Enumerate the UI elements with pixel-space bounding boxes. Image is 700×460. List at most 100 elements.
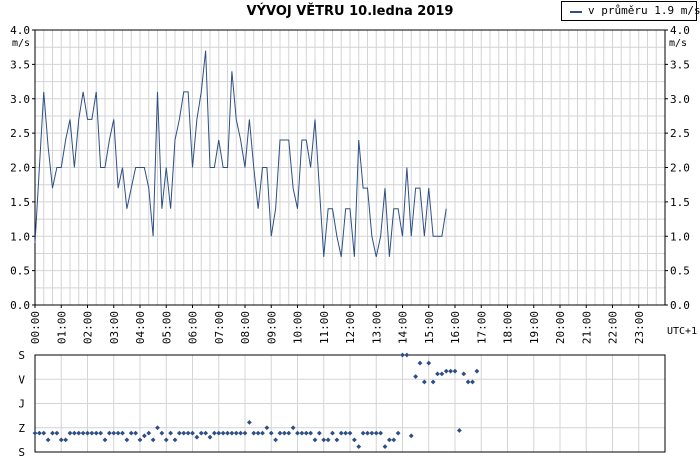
x-tick-label: 15:00 [423, 311, 436, 344]
direction-point [242, 430, 248, 436]
y-tick-label-right: 1.0 [670, 230, 690, 243]
y-tick-label-left: 3.0 [10, 93, 30, 106]
direction-point [273, 437, 279, 443]
direction-point [211, 430, 217, 436]
direction-point [338, 430, 344, 436]
direction-point [470, 379, 475, 385]
direction-point [50, 430, 55, 436]
direction-point [89, 430, 95, 436]
direction-point [220, 430, 226, 436]
direction-tick-label: S [18, 349, 25, 362]
direction-point [124, 437, 130, 443]
x-tick-label: 17:00 [475, 311, 488, 344]
direction-point [448, 368, 454, 374]
x-tick-label: 14:00 [397, 311, 410, 344]
direction-point [255, 430, 261, 436]
direction-point [408, 433, 414, 439]
y-tick-label-right: 2.5 [670, 127, 690, 140]
direction-point [260, 430, 265, 436]
x-tick-label: 19:00 [528, 311, 541, 344]
legend: v průměru 1.9 m/s [561, 1, 700, 21]
y-tick-label-left: 1.5 [10, 196, 30, 209]
x-tick-label: 18:00 [502, 311, 515, 344]
direction-point [41, 430, 47, 436]
direction-point [281, 430, 287, 436]
direction-point [176, 430, 182, 436]
direction-point [404, 352, 410, 358]
direction-point [168, 430, 174, 436]
direction-point [264, 425, 270, 431]
direction-point [303, 430, 309, 436]
direction-point [225, 430, 230, 436]
direction-point [421, 379, 427, 385]
direction-tick-label: V [18, 373, 25, 386]
direction-point [391, 437, 397, 443]
direction-point [268, 430, 274, 436]
direction-tick-label: Z [18, 422, 25, 435]
y-tick-label-right: 4.0 [670, 24, 690, 37]
direction-point [277, 430, 283, 436]
direction-point [435, 371, 440, 377]
x-tick-label: 16:00 [449, 311, 462, 344]
y-tick-label-left: 3.5 [10, 58, 30, 71]
y-unit-left: m/s [12, 38, 31, 49]
direction-point [172, 437, 178, 443]
direction-point [32, 430, 38, 436]
direction-point [120, 430, 125, 436]
direction-point [93, 430, 99, 436]
x-tick-label: 08:00 [239, 311, 252, 344]
direction-point [58, 437, 64, 443]
x-tick-label: 09:00 [265, 311, 278, 344]
direction-point [321, 437, 327, 443]
direction-point [378, 430, 384, 436]
y-tick-label-left: 2.0 [10, 162, 30, 175]
y-tick-label-left: 0.5 [10, 265, 30, 278]
direction-point [190, 430, 195, 436]
direction-point [465, 379, 471, 385]
y-tick-label-left: 4.0 [10, 24, 30, 37]
direction-point [181, 430, 187, 436]
direction-point [159, 430, 165, 436]
direction-point [111, 430, 117, 436]
direction-point [115, 430, 121, 436]
direction-point [308, 430, 314, 436]
x-tick-label: 07:00 [213, 311, 226, 344]
timezone-label: UTC+1 [667, 326, 698, 337]
direction-point [400, 352, 405, 358]
x-tick-label: 12:00 [344, 311, 357, 344]
direction-point [207, 434, 213, 440]
y-tick-label-left: 0.0 [10, 299, 30, 312]
y-tick-label-right: 3.5 [670, 58, 690, 71]
direction-point [356, 444, 362, 450]
x-tick-label: 04:00 [134, 311, 147, 344]
y-tick-label-right: 3.0 [670, 93, 690, 106]
direction-point [85, 430, 90, 436]
direction-point [430, 379, 436, 385]
direction-point [325, 437, 331, 443]
x-tick-label: 02:00 [82, 311, 95, 344]
direction-point [351, 437, 357, 443]
direction-point [395, 430, 401, 436]
direction-point [229, 430, 235, 436]
direction-point [45, 437, 51, 443]
direction-point [67, 430, 73, 436]
direction-point [141, 433, 147, 439]
direction-point [365, 430, 370, 436]
y-tick-label-left: 2.5 [10, 127, 30, 140]
y-unit-right: m/s [669, 38, 688, 49]
chart-title: VÝVOJ VĚTRU 10.ledna 2019 [246, 4, 454, 19]
direction-point [369, 430, 375, 436]
direction-points [32, 352, 480, 450]
direction-point [150, 437, 156, 443]
x-tick-label: 11:00 [318, 311, 331, 344]
x-tick-label: 20:00 [554, 311, 567, 344]
direction-point [386, 437, 392, 443]
direction-point [316, 430, 322, 436]
y-tick-label-right: 0.0 [670, 299, 690, 312]
direction-point [102, 437, 108, 443]
x-tick-label: 06:00 [187, 311, 200, 344]
x-tick-label: 05:00 [160, 311, 173, 344]
direction-point [417, 360, 423, 366]
y-tick-label-right: 2.0 [670, 162, 690, 175]
direction-point [290, 425, 296, 431]
